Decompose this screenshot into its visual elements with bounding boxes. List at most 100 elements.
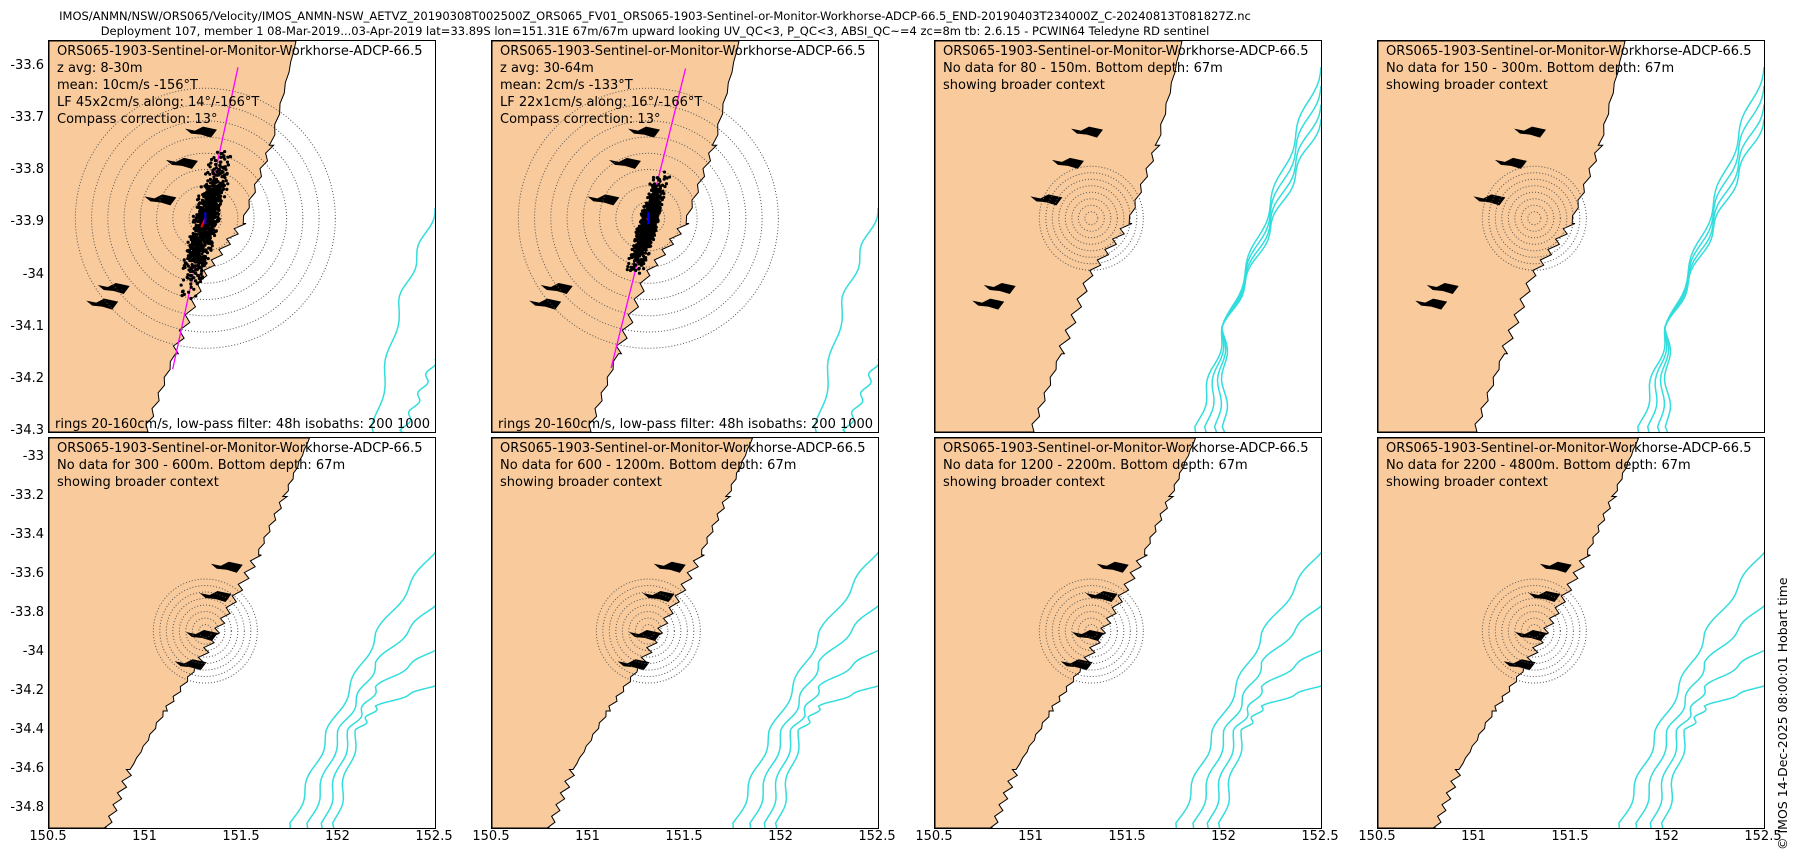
velocity-point <box>661 190 665 194</box>
estuary-inlet <box>165 157 198 169</box>
velocity-point <box>210 230 214 234</box>
velocity-point <box>644 256 648 260</box>
speed-ring <box>1038 165 1144 271</box>
estuary-inlet <box>972 298 1005 310</box>
map-panel: ORS065-1903-Sentinel-or-Monitor-Workhors… <box>934 437 1322 829</box>
velocity-point <box>209 216 214 220</box>
velocity-point <box>649 202 653 206</box>
velocity-point <box>200 269 204 273</box>
panel-info-line: z avg: 8-30m <box>57 61 143 76</box>
isobath-line <box>1192 605 1321 828</box>
velocity-point <box>644 232 649 237</box>
estuary-inlet <box>653 561 686 573</box>
y-tick-label: -34.2 <box>10 682 44 698</box>
velocity-point <box>206 213 210 217</box>
velocity-point <box>625 268 629 272</box>
velocity-point <box>630 255 634 260</box>
estuary-inlet <box>185 630 218 641</box>
x-tick-label: 152 <box>1211 829 1236 844</box>
panel-title: ORS065-1903-Sentinel-or-Monitor-Workhors… <box>943 44 1309 59</box>
velocity-point <box>643 214 647 218</box>
x-tick-label: 152.5 <box>415 829 453 844</box>
velocity-point <box>200 234 205 238</box>
map-plot <box>1378 438 1764 828</box>
velocity-point <box>186 240 190 244</box>
velocity-point <box>203 225 207 229</box>
speed-ring <box>191 617 219 645</box>
velocity-point <box>186 256 190 261</box>
velocity-point <box>657 209 661 213</box>
panel-info-line: No data for 80 - 150m. Bottom depth: 67m <box>943 61 1223 76</box>
velocity-point <box>216 215 220 219</box>
panel-title: ORS065-1903-Sentinel-or-Monitor-Workhors… <box>500 44 866 59</box>
speed-ring <box>1071 198 1112 239</box>
speed-ring <box>634 617 662 645</box>
speed-ring <box>550 120 747 317</box>
velocity-point <box>194 229 198 233</box>
velocity-point <box>216 206 221 210</box>
velocity-point <box>215 218 220 222</box>
speed-ring <box>172 185 239 252</box>
map-panel: ORS065-1903-Sentinel-or-Monitor-Workhors… <box>934 40 1322 433</box>
y-tick-label: -33.9 <box>10 214 44 230</box>
velocity-point <box>641 258 645 262</box>
velocity-point <box>215 150 220 154</box>
velocity-point <box>206 234 210 238</box>
estuary-inlet <box>1426 283 1459 295</box>
speed-ring <box>139 152 271 284</box>
velocity-point <box>647 192 651 196</box>
velocity-point <box>662 195 666 199</box>
velocity-point <box>212 167 216 171</box>
velocity-point <box>207 226 212 230</box>
velocity-point <box>644 239 648 243</box>
speed-ring <box>74 87 336 349</box>
velocity-point <box>213 204 218 208</box>
speed-ring <box>641 624 656 639</box>
velocity-point <box>635 227 639 231</box>
x-tick-label: 151.5 <box>1108 829 1146 844</box>
velocity-point <box>643 251 647 255</box>
velocity-point <box>192 251 196 256</box>
panel-title: ORS065-1903-Sentinel-or-Monitor-Workhors… <box>1386 44 1752 59</box>
speed-ring <box>1507 191 1561 245</box>
land-mass <box>935 438 1197 828</box>
panel-info-line: showing broader context <box>500 475 662 490</box>
velocity-point <box>651 186 655 190</box>
velocity-point <box>209 246 213 251</box>
velocity-point <box>182 292 186 296</box>
velocity-point <box>193 260 198 264</box>
velocity-point <box>219 181 223 185</box>
velocity-point <box>633 258 637 262</box>
velocity-point <box>194 294 198 298</box>
velocity-point <box>662 177 666 181</box>
estuary-inlet <box>1070 126 1103 138</box>
speed-ring <box>582 152 714 284</box>
velocity-point <box>199 247 203 251</box>
velocity-point <box>212 175 216 179</box>
velocity-point <box>208 205 212 209</box>
velocity-point <box>656 200 660 205</box>
velocity-point <box>633 238 637 242</box>
speed-ring <box>599 169 698 268</box>
velocity-point <box>647 195 652 199</box>
velocity-point <box>189 246 193 251</box>
velocity-point <box>195 198 200 202</box>
x-tick-label: 150.5 <box>915 829 953 844</box>
velocity-point <box>627 256 631 261</box>
x-tick-label: 151.5 <box>1551 829 1589 844</box>
isobath-line <box>813 207 878 432</box>
velocity-point <box>225 160 230 164</box>
velocity-point <box>627 261 631 266</box>
velocity-point <box>647 251 651 256</box>
velocity-point <box>220 151 224 156</box>
velocity-point <box>651 175 656 180</box>
speed-ring <box>602 585 695 678</box>
y-tick-label: -34.6 <box>10 760 44 776</box>
velocity-point <box>198 201 202 205</box>
velocity-point <box>644 258 648 262</box>
velocity-point <box>653 192 657 197</box>
velocity-point <box>655 176 659 180</box>
isobath-line <box>1649 649 1764 828</box>
speed-ring <box>178 604 232 658</box>
velocity-point <box>208 236 212 240</box>
